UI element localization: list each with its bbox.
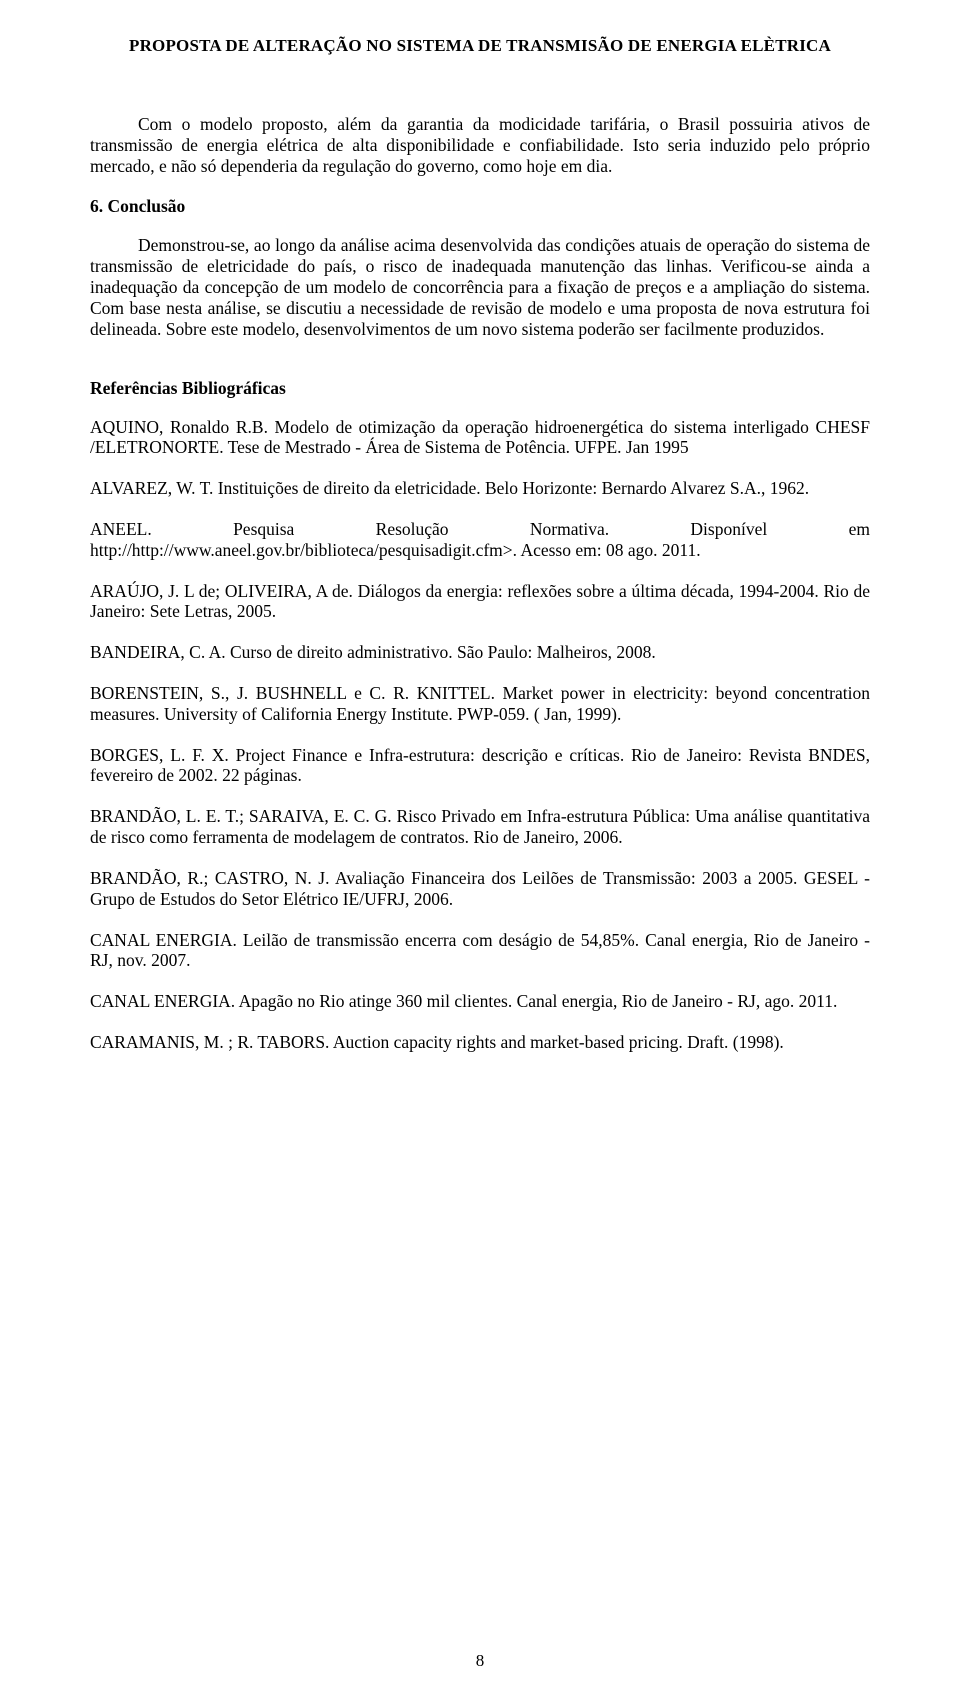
reference-item: ALVAREZ, W. T. Instituições de direito d… bbox=[90, 478, 870, 499]
reference-item: BRANDÃO, L. E. T.; SARAIVA, E. C. G. Ris… bbox=[90, 806, 870, 848]
reference-item: AQUINO, Ronaldo R.B. Modelo de otimizaçã… bbox=[90, 417, 870, 459]
reference-item: ANEEL. Pesquisa Resolução Normativa. Dis… bbox=[90, 519, 870, 561]
document-page: PROPOSTA DE ALTERAÇÃO NO SISTEMA DE TRAN… bbox=[0, 0, 960, 1699]
paragraph-intro: Com o modelo proposto, além da garantia … bbox=[90, 114, 870, 176]
reference-item: BANDEIRA, C. A. Curso de direito adminis… bbox=[90, 642, 870, 663]
reference-item: BORGES, L. F. X. Project Finance e Infra… bbox=[90, 745, 870, 787]
ref-word: em bbox=[849, 519, 870, 540]
references-heading: Referências Bibliográficas bbox=[90, 378, 870, 399]
ref-word: Resolução bbox=[376, 519, 449, 540]
reference-item: CARAMANIS, M. ; R. TABORS. Auction capac… bbox=[90, 1032, 870, 1053]
paragraph-conclusion: Demonstrou-se, ao longo da análise acima… bbox=[90, 235, 870, 339]
ref-word: Disponível bbox=[690, 519, 767, 540]
reference-item: BORENSTEIN, S., J. BUSHNELL e C. R. KNIT… bbox=[90, 683, 870, 725]
page-header-title: PROPOSTA DE ALTERAÇÃO NO SISTEMA DE TRAN… bbox=[90, 36, 870, 56]
reference-item: ARAÚJO, J. L de; OLIVEIRA, A de. Diálogo… bbox=[90, 581, 870, 623]
page-number: 8 bbox=[0, 1651, 960, 1671]
reference-item: BRANDÃO, R.; CASTRO, N. J. Avaliação Fin… bbox=[90, 868, 870, 910]
reference-item: CANAL ENERGIA. Apagão no Rio atinge 360 … bbox=[90, 991, 870, 1012]
ref-word: ANEEL. bbox=[90, 519, 152, 540]
ref-word: Normativa. bbox=[530, 519, 609, 540]
reference-item: CANAL ENERGIA. Leilão de transmissão enc… bbox=[90, 930, 870, 972]
section-6-heading: 6. Conclusão bbox=[90, 196, 870, 217]
reference-line: ANEEL. Pesquisa Resolução Normativa. Dis… bbox=[90, 519, 870, 540]
reference-line: http://http://www.aneel.gov.br/bibliotec… bbox=[90, 540, 870, 561]
ref-word: Pesquisa bbox=[233, 519, 294, 540]
